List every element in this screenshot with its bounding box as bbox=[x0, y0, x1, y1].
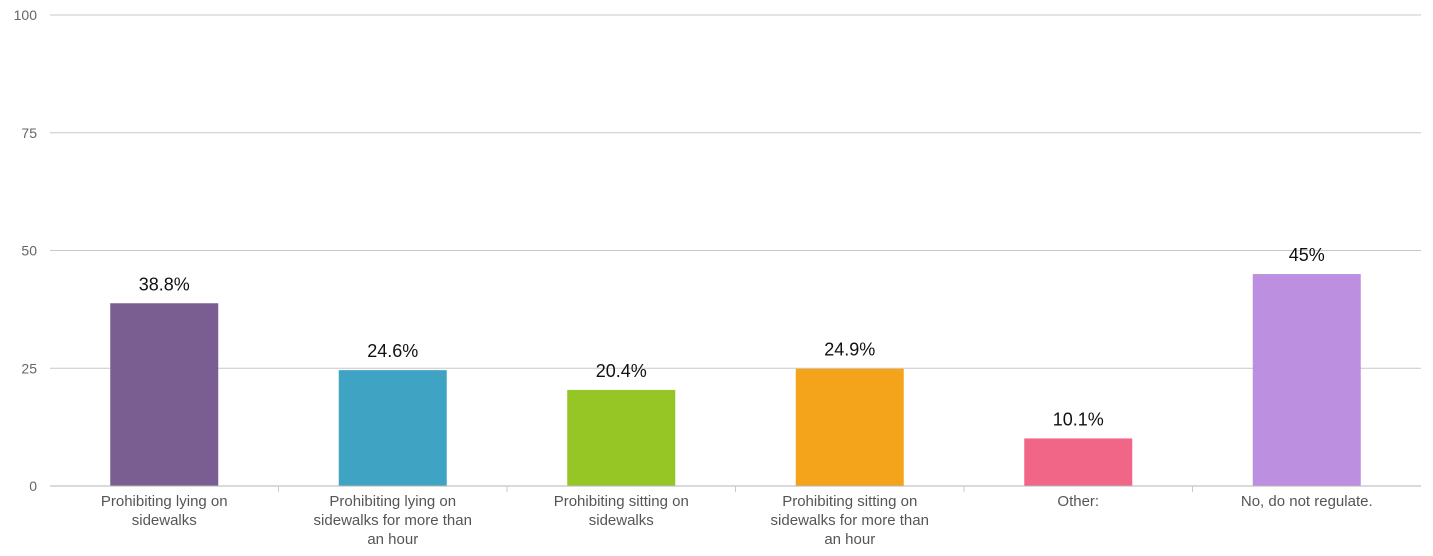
data-label-1: 38.8% bbox=[139, 274, 190, 294]
y-tick-label: 25 bbox=[21, 360, 37, 376]
bar-2 bbox=[338, 370, 447, 486]
bar-4 bbox=[795, 368, 904, 486]
x-tick-label-line: Prohibiting sitting on bbox=[782, 493, 917, 510]
x-tick-label-1: Prohibiting lying on sidewalks bbox=[101, 493, 228, 529]
x-tick-label-line: Other: bbox=[1057, 493, 1099, 510]
data-label-6: 45% bbox=[1289, 245, 1325, 265]
data-label-2: 24.6% bbox=[367, 341, 418, 361]
data-labels: 38.8% 24.6% 20.4% 24.9% 10.1% 45% bbox=[139, 245, 1325, 429]
x-tick-label-line: an hour bbox=[367, 531, 418, 548]
y-tick-label: 100 bbox=[14, 7, 38, 23]
y-tick-label: 50 bbox=[21, 243, 37, 259]
data-label-3: 20.4% bbox=[596, 361, 647, 381]
x-tick-label-5: Other: bbox=[1057, 493, 1099, 510]
x-tick-label-line: Prohibiting lying on bbox=[329, 493, 456, 510]
bar-3 bbox=[567, 389, 676, 486]
x-tick-label-line: Prohibiting lying on bbox=[101, 493, 228, 510]
bars bbox=[110, 274, 1361, 486]
x-tick-label-line: sidewalks for more than bbox=[771, 512, 929, 529]
bar-6 bbox=[1252, 274, 1361, 486]
data-label-4: 24.9% bbox=[824, 340, 875, 360]
bar-5 bbox=[1024, 438, 1133, 486]
x-tick-label-6: No, do not regulate. bbox=[1241, 493, 1373, 510]
x-tick-label-2: Prohibiting lying on sidewalks for more t… bbox=[314, 493, 472, 548]
y-tick-label: 0 bbox=[29, 478, 37, 494]
y-tick-label: 75 bbox=[21, 125, 37, 141]
x-tick-label-line: sidewalks bbox=[132, 512, 197, 529]
x-tick-label-line: sidewalks bbox=[589, 512, 654, 529]
x-tick-label-4: Prohibiting sitting on sidewalks for more… bbox=[771, 493, 929, 548]
x-tick-label-3: Prohibiting sitting on sidewalks bbox=[554, 493, 689, 529]
x-tick-label-line: No, do not regulate. bbox=[1241, 493, 1373, 510]
x-tick-label-line: Prohibiting sitting on bbox=[554, 493, 689, 510]
bar-1 bbox=[110, 303, 219, 486]
data-label-5: 10.1% bbox=[1053, 409, 1104, 429]
gridlines bbox=[50, 14, 1421, 369]
x-tick-label-line: an hour bbox=[824, 531, 875, 548]
x-tick-label-line: sidewalks for more than bbox=[314, 512, 472, 529]
